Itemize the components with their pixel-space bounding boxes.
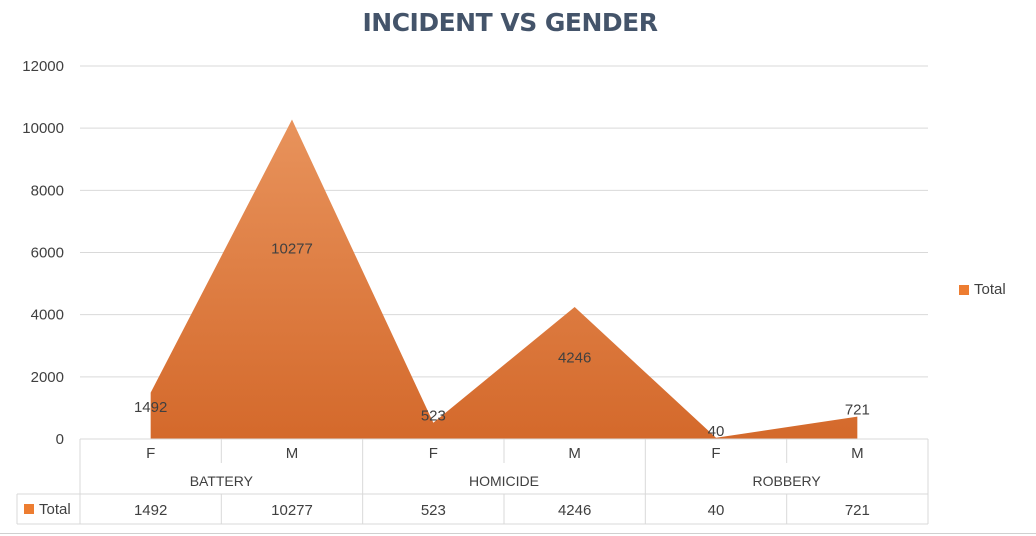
x-tick-label: F [429,445,438,462]
y-axis-ticks: 0 2000 4000 6000 8000 10000 12000 [22,58,64,448]
area-series-total [150,119,858,439]
y-tick-label: 6000 [31,245,64,262]
x-tick-label: M [286,445,299,462]
x-tick-label: F [146,445,155,462]
y-tick-label: 2000 [31,369,64,386]
table-series-label: Total [39,501,71,518]
x-group-label: BATTERY [190,473,254,489]
data-table: F M F M F M BATTERY HOMICIDE ROBBERY Total 1492 102… [16,438,929,525]
x-group-label: HOMICIDE [469,473,539,489]
x-tick-label: F [711,445,720,462]
table-value: 1492 [134,502,167,519]
data-labels: 1492 10277 523 4246 40 721 [134,241,870,440]
chart-title: INCIDENT VS GENDER [362,8,658,37]
x-tick-label: M [568,445,581,462]
table-value: 4246 [558,502,591,519]
legend-label: Total [974,281,1006,298]
data-label: 40 [708,423,725,440]
x-tick-label: M [851,445,864,462]
legend: Total [959,281,1006,298]
y-tick-label: 12000 [22,58,64,75]
legend-swatch-icon [959,284,969,295]
y-tick-label: 0 [56,431,64,448]
y-tick-label: 4000 [31,307,64,324]
data-label: 721 [845,402,870,419]
table-legend-swatch-icon [24,504,34,514]
table-value: 721 [845,502,870,519]
bottom-border [0,533,1036,534]
data-label: 523 [421,408,446,425]
x-group-label: ROBBERY [753,473,822,489]
y-tick-label: 8000 [31,182,64,199]
data-label: 10277 [271,241,313,258]
table-value: 40 [708,502,725,519]
table-value: 523 [421,502,446,519]
table-value: 10277 [271,502,313,519]
data-label: 4246 [558,349,591,366]
y-tick-label: 10000 [22,120,64,137]
area-series [150,119,858,439]
data-label: 1492 [134,399,167,416]
